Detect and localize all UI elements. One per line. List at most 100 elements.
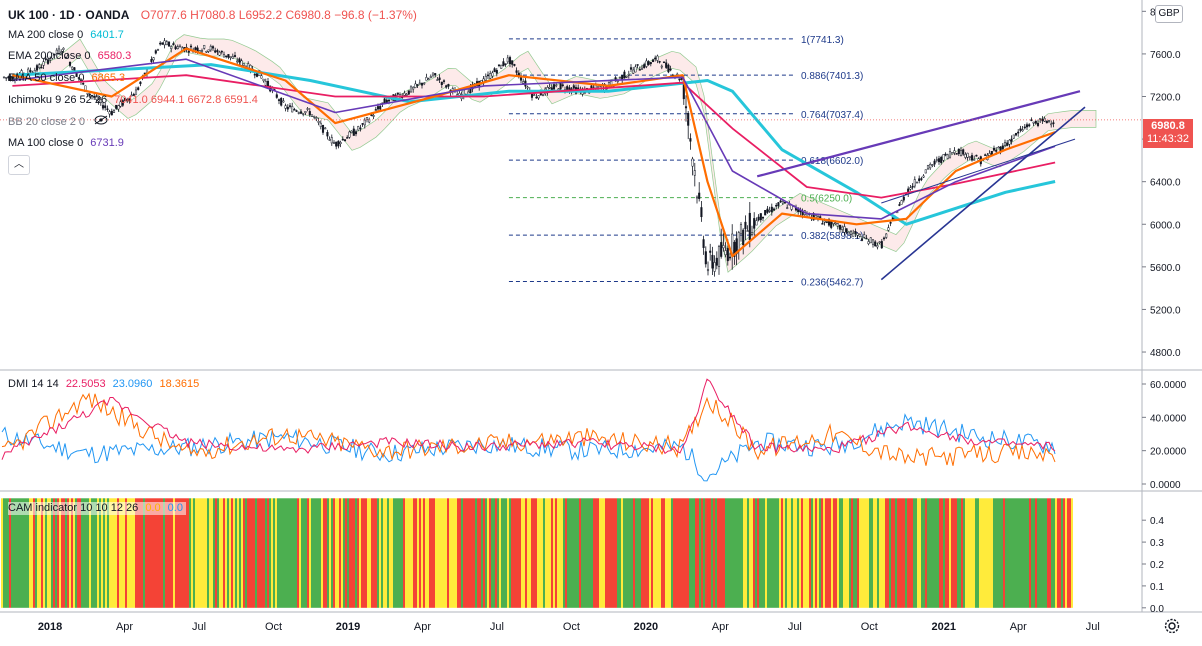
legend-ma100[interactable]: MA 100 close 0 6731.9 — [8, 137, 124, 150]
currency-label[interactable]: GBP — [1155, 5, 1183, 23]
cam-bar — [683, 498, 685, 608]
cam-bar — [945, 498, 947, 608]
cam-bar — [59, 498, 61, 608]
cam-bar — [987, 498, 989, 608]
cam-bar — [215, 498, 217, 608]
cam-bar — [277, 498, 279, 608]
cam-bar — [271, 498, 273, 608]
cam-bar — [957, 498, 959, 608]
legend-bb[interactable]: BB 20 close 2 0 — [8, 115, 108, 129]
candle-body — [902, 196, 905, 201]
candle-body — [427, 78, 430, 80]
candle-body — [313, 116, 316, 118]
cam-bar — [15, 498, 17, 608]
dmi-tick-label: 40.0000 — [1150, 413, 1187, 424]
cam-bar — [1015, 498, 1017, 608]
candle-body — [830, 220, 833, 228]
cam-bar — [691, 498, 693, 608]
candle-body — [706, 269, 710, 272]
candle-body — [1036, 122, 1040, 126]
candle-body — [352, 128, 355, 136]
legend-value: 0.0 — [167, 502, 183, 514]
cam-bar — [545, 498, 547, 608]
cam-bar — [489, 498, 491, 608]
candle-body — [880, 241, 883, 249]
settings-gear-icon[interactable] — [1162, 616, 1182, 636]
moving-averages — [12, 47, 1056, 258]
series-line-ma-200 — [12, 63, 1056, 226]
candle-body — [720, 242, 723, 257]
candle-body — [93, 95, 96, 98]
cam-bar — [927, 498, 929, 608]
candle-body — [935, 159, 938, 161]
cam-bar — [713, 498, 715, 608]
symbol-title[interactable]: UK 100 · 1D · OANDA — [8, 8, 130, 22]
cam-bar — [1059, 498, 1061, 608]
time-axis[interactable]: 2018 Apr Jul Oct 2019 Apr Jul Oct 2020 Apr Jul Oct 2… — [38, 621, 1100, 633]
cam-bar — [109, 498, 111, 608]
cam-bar — [593, 498, 595, 608]
cam-bar — [333, 498, 335, 608]
cam-bar — [1011, 498, 1013, 608]
cam-bar — [315, 498, 317, 608]
cam-bar — [49, 498, 51, 608]
candle-body — [5, 77, 8, 79]
cam-bar — [73, 498, 75, 608]
cam-bar — [797, 498, 799, 608]
candle-body — [552, 84, 556, 90]
cam-tick-label: 0.3 — [1150, 538, 1164, 549]
cam-bar — [935, 498, 937, 608]
candle-body — [636, 64, 639, 66]
candle-body — [526, 86, 529, 89]
candle-body — [658, 61, 661, 63]
cam-bar — [639, 498, 641, 608]
legend-ma200[interactable]: MA 200 close 0 6401.7 — [8, 29, 124, 42]
cam-bar — [95, 498, 97, 608]
collapse-legend-button[interactable]: ︿ — [8, 155, 30, 175]
legend-ichimoku[interactable]: Ichimoku 9 26 52 26 7041.0 6944.1 6672.8… — [8, 94, 258, 107]
trendline-upper — [756, 90, 1081, 178]
cam-bar — [953, 498, 955, 608]
cam-bar — [825, 498, 827, 608]
candle-body — [284, 105, 287, 109]
candle-body — [887, 227, 890, 231]
cam-bar — [145, 498, 147, 608]
cam-bar — [551, 498, 553, 608]
candle-body — [533, 94, 536, 97]
candle-body — [691, 158, 694, 167]
cam-bar — [187, 498, 189, 608]
candle-body — [357, 126, 360, 131]
candle-body — [975, 154, 978, 157]
legend-ema200[interactable]: EMA 200 close 0 6580.3 — [8, 50, 131, 63]
legend-ema50[interactable]: EMA 50 close 0 6865.3 — [8, 72, 125, 85]
cam-bar — [133, 498, 135, 608]
cam-bar — [627, 498, 629, 608]
cam-bar — [923, 498, 925, 608]
fib-label: 0.5(6250.0) — [801, 194, 852, 205]
cam-bar — [891, 498, 893, 608]
dmi-legend[interactable]: DMI 14 14 22.5053 23.0960 18.3615 — [8, 378, 199, 391]
candle-body — [753, 218, 756, 229]
cam-bar — [631, 498, 633, 608]
eye-off-icon[interactable] — [94, 115, 108, 129]
legend-label: EMA 200 close 0 — [8, 50, 91, 62]
candle-body — [918, 178, 921, 181]
candle-body — [216, 50, 219, 53]
cam-bar — [729, 498, 731, 608]
candle-body — [240, 60, 243, 66]
candle-body — [1003, 142, 1007, 146]
cam-bar — [709, 498, 711, 608]
candle-body — [860, 238, 864, 241]
cam-bar — [907, 498, 909, 608]
candle-body — [222, 54, 226, 58]
candle-body — [555, 84, 558, 87]
candle-body — [363, 119, 366, 126]
cam-bar — [977, 498, 979, 608]
cam-bar — [217, 498, 219, 608]
cam-legend[interactable]: CAM indicator 10 10 12 26 0.0 0.0 — [8, 502, 186, 515]
candle-body — [306, 108, 309, 110]
candle-body — [766, 208, 769, 213]
candle-body — [957, 148, 960, 155]
candle-body — [966, 152, 969, 158]
price-axis[interactable]: 4800.05200.05600.06000.06400.06800.07200… — [1142, 7, 1181, 359]
